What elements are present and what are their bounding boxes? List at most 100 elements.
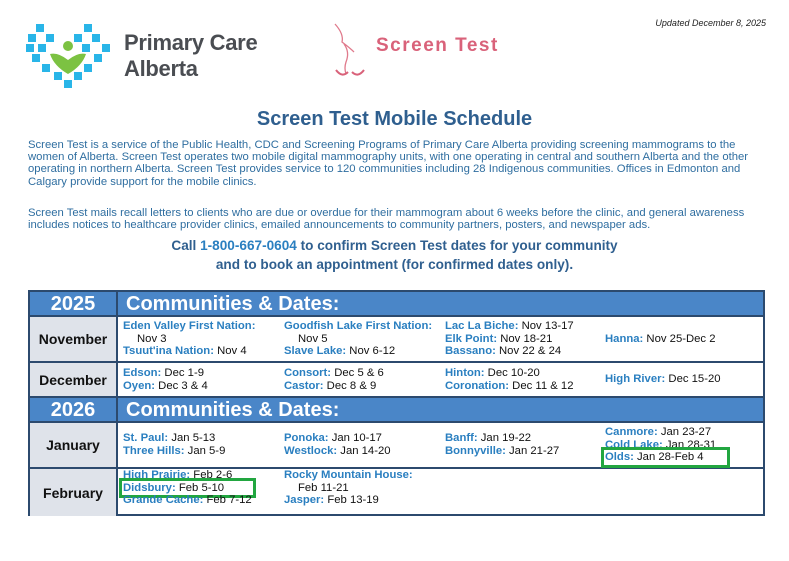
community-dates: Nov 18-21 bbox=[497, 332, 553, 345]
schedule-cell: Rocky Mountain House: Feb 11-21 Jasper: Fe… bbox=[284, 469, 413, 516]
month-row-january: January St. Paul: Jan 5-13 Three Hills: Ja… bbox=[30, 423, 763, 469]
community-name: Jasper: bbox=[284, 494, 325, 507]
community-name: Castor: bbox=[284, 379, 324, 392]
community-name: Banff: bbox=[445, 432, 478, 445]
community-entry: Edson: Dec 1-9 bbox=[123, 367, 208, 380]
community-name: Tsuut'ina Nation: bbox=[123, 345, 214, 358]
community-entry: Goodfish Lake First Nation: Nov 5 bbox=[284, 320, 432, 345]
schedule-cell: Hinton: Dec 10-20 Coronation: Dec 11 & 12 bbox=[445, 363, 574, 396]
community-entry: Tsuut'ina Nation: Nov 4 bbox=[123, 345, 255, 358]
community-dates: Dec 5 & 6 bbox=[331, 366, 384, 379]
community-entry: Hinton: Dec 10-20 bbox=[445, 367, 574, 380]
community-name: Hanna: bbox=[605, 332, 644, 345]
community-dates: Nov 22 & 24 bbox=[495, 345, 562, 358]
community-dates: Dec 10-20 bbox=[484, 366, 540, 379]
screen-test-logo-text: Screen Test bbox=[376, 35, 499, 56]
community-name: Westlock: bbox=[284, 445, 338, 457]
community-dates: Jan 14-20 bbox=[337, 445, 391, 457]
community-name: Olds: bbox=[605, 451, 634, 464]
schedule-cell: Lac La Biche: Nov 13-17 Elk Point: Nov 18… bbox=[445, 317, 574, 361]
schedule-cell: St. Paul: Jan 5-13 Three Hills: Jan 5-9 bbox=[123, 423, 225, 467]
community-entry: Consort: Dec 5 & 6 bbox=[284, 367, 384, 380]
year-header: 2025 Communities & Dates: bbox=[30, 292, 763, 317]
community-entry: Elk Point: Nov 18-21 bbox=[445, 333, 574, 346]
month-label: December bbox=[30, 363, 118, 396]
year-header: 2026 Communities & Dates: bbox=[30, 398, 763, 423]
schedule-cell: Banff: Jan 19-22 Bonnyville: Jan 21-27 bbox=[445, 423, 559, 467]
community-dates: Nov 25-Dec 2 bbox=[643, 332, 716, 345]
community-entry: Hanna: Nov 25-Dec 2 bbox=[605, 333, 716, 346]
community-name: Oyen: bbox=[123, 379, 156, 392]
call-to-action: Call 1-800-667-0604 to confirm Screen Te… bbox=[171, 238, 618, 253]
schedule-cell: Edson: Dec 1-9 Oyen: Dec 3 & 4 bbox=[123, 363, 208, 396]
schedule-cell: High River: Dec 15-20 bbox=[605, 363, 721, 396]
community-name: Edson: bbox=[123, 366, 162, 379]
call-to-action-line2: and to book an appointment (for confirme… bbox=[215, 257, 574, 272]
community-entry: Castor: Dec 8 & 9 bbox=[284, 380, 384, 393]
community-dates: Jan 28-31 bbox=[662, 438, 717, 451]
schedule-cell: Hanna: Nov 25-Dec 2 bbox=[605, 317, 716, 361]
month-row-december: December Edson: Dec 1-9 Oyen: Dec 3 & 4 Con… bbox=[30, 363, 763, 398]
screen-test-logo-icon bbox=[334, 23, 365, 76]
community-dates: Nov 5 bbox=[298, 332, 328, 345]
community-name: Eden Valley First Nation: bbox=[123, 320, 256, 333]
community-name: Grande Cache: bbox=[123, 494, 204, 507]
phone-number-link[interactable]: 1-800-667-0604 bbox=[200, 238, 297, 253]
month-row-february: February High Prairie: Feb 2-6 Didsbury: F… bbox=[30, 469, 763, 516]
schedule-cell: Goodfish Lake First Nation: Nov 5 Slave La… bbox=[284, 317, 432, 361]
primary-care-alberta-logo-text: Primary Care Alberta bbox=[124, 30, 258, 81]
community-entry: Bassano: Nov 22 & 24 bbox=[445, 345, 574, 358]
updated-date: Updated December 8, 2025 bbox=[655, 18, 766, 28]
community-dates: Nov 3 bbox=[137, 332, 167, 345]
community-dates: Feb 5-10 bbox=[175, 481, 225, 494]
community-dates: Nov 6-12 bbox=[346, 345, 396, 358]
community-dates: Feb 7-12 bbox=[203, 494, 252, 507]
schedule-table: 2025 Communities & Dates: November Eden Val… bbox=[28, 290, 765, 516]
community-name: Goodfish Lake First Nation: bbox=[284, 320, 433, 333]
community-entry: High Prairie: Feb 2-6 bbox=[123, 469, 252, 482]
month-label: November bbox=[30, 317, 118, 361]
community-dates: Dec 3 & 4 bbox=[155, 379, 208, 392]
community-entry: Olds: Jan 28-Feb 4 bbox=[601, 447, 730, 468]
community-entry: Banff: Jan 19-22 bbox=[445, 432, 559, 445]
community-name: Three Hills: bbox=[123, 445, 185, 457]
community-dates: Jan 21-27 bbox=[505, 445, 560, 457]
community-dates: Dec 8 & 9 bbox=[323, 379, 377, 392]
community-name: High River: bbox=[605, 373, 666, 386]
community-dates: Jan 10-17 bbox=[328, 432, 382, 445]
community-name: Slave Lake: bbox=[284, 345, 347, 358]
community-entry: Eden Valley First Nation: Nov 3 bbox=[123, 320, 255, 345]
community-entry: Slave Lake: Nov 6-12 bbox=[284, 345, 432, 358]
page-title: Screen Test Mobile Schedule bbox=[256, 108, 533, 130]
primary-care-alberta-logo-icon bbox=[26, 24, 110, 88]
community-dates: Feb 2-6 bbox=[190, 469, 233, 481]
community-name: Didsbury: bbox=[123, 481, 176, 494]
community-name: High Prairie: bbox=[123, 469, 191, 481]
community-dates: Feb 13-19 bbox=[324, 494, 379, 507]
month-label: February bbox=[30, 469, 118, 516]
community-dates: Jan 5-13 bbox=[168, 432, 216, 445]
community-name: Coronation: bbox=[445, 379, 510, 392]
community-dates: Dec 15-20 bbox=[665, 373, 721, 386]
community-name: Rocky Mountain House: bbox=[284, 469, 413, 481]
community-name: Cold Lake: bbox=[605, 438, 663, 451]
community-name: Bassano: bbox=[445, 345, 496, 358]
schedule-cell: Ponoka: Jan 10-17 Westlock: Jan 14-20 bbox=[284, 423, 391, 467]
schedule-cell: Eden Valley First Nation: Nov 3 Tsuut'ina … bbox=[123, 317, 255, 361]
community-entry: Ponoka: Jan 10-17 bbox=[284, 432, 391, 445]
community-entry: Jasper: Feb 13-19 bbox=[284, 494, 413, 507]
schedule-cell: Consort: Dec 5 & 6 Castor: Dec 8 & 9 bbox=[284, 363, 384, 396]
community-entry: Grande Cache: Feb 7-12 bbox=[123, 494, 252, 507]
community-name: Hinton: bbox=[445, 366, 485, 379]
community-entry: Oyen: Dec 3 & 4 bbox=[123, 380, 208, 393]
recall-paragraph: Screen Test mails recall letters to clie… bbox=[28, 207, 745, 232]
community-entry: Westlock: Jan 14-20 bbox=[284, 445, 391, 458]
community-dates: Dec 1-9 bbox=[161, 366, 204, 379]
year-heading: Communities & Dates: bbox=[126, 399, 340, 421]
community-dates: Jan 19-22 bbox=[477, 432, 532, 445]
intro-paragraph: Screen Test is a service of the Public H… bbox=[28, 139, 749, 188]
community-dates: Feb 11-21 bbox=[298, 481, 349, 494]
community-dates: Jan 28-Feb 4 bbox=[633, 451, 704, 464]
month-row-november: November Eden Valley First Nation: Nov 3 Ts… bbox=[30, 317, 763, 363]
community-entry: Bonnyville: Jan 21-27 bbox=[445, 445, 559, 458]
